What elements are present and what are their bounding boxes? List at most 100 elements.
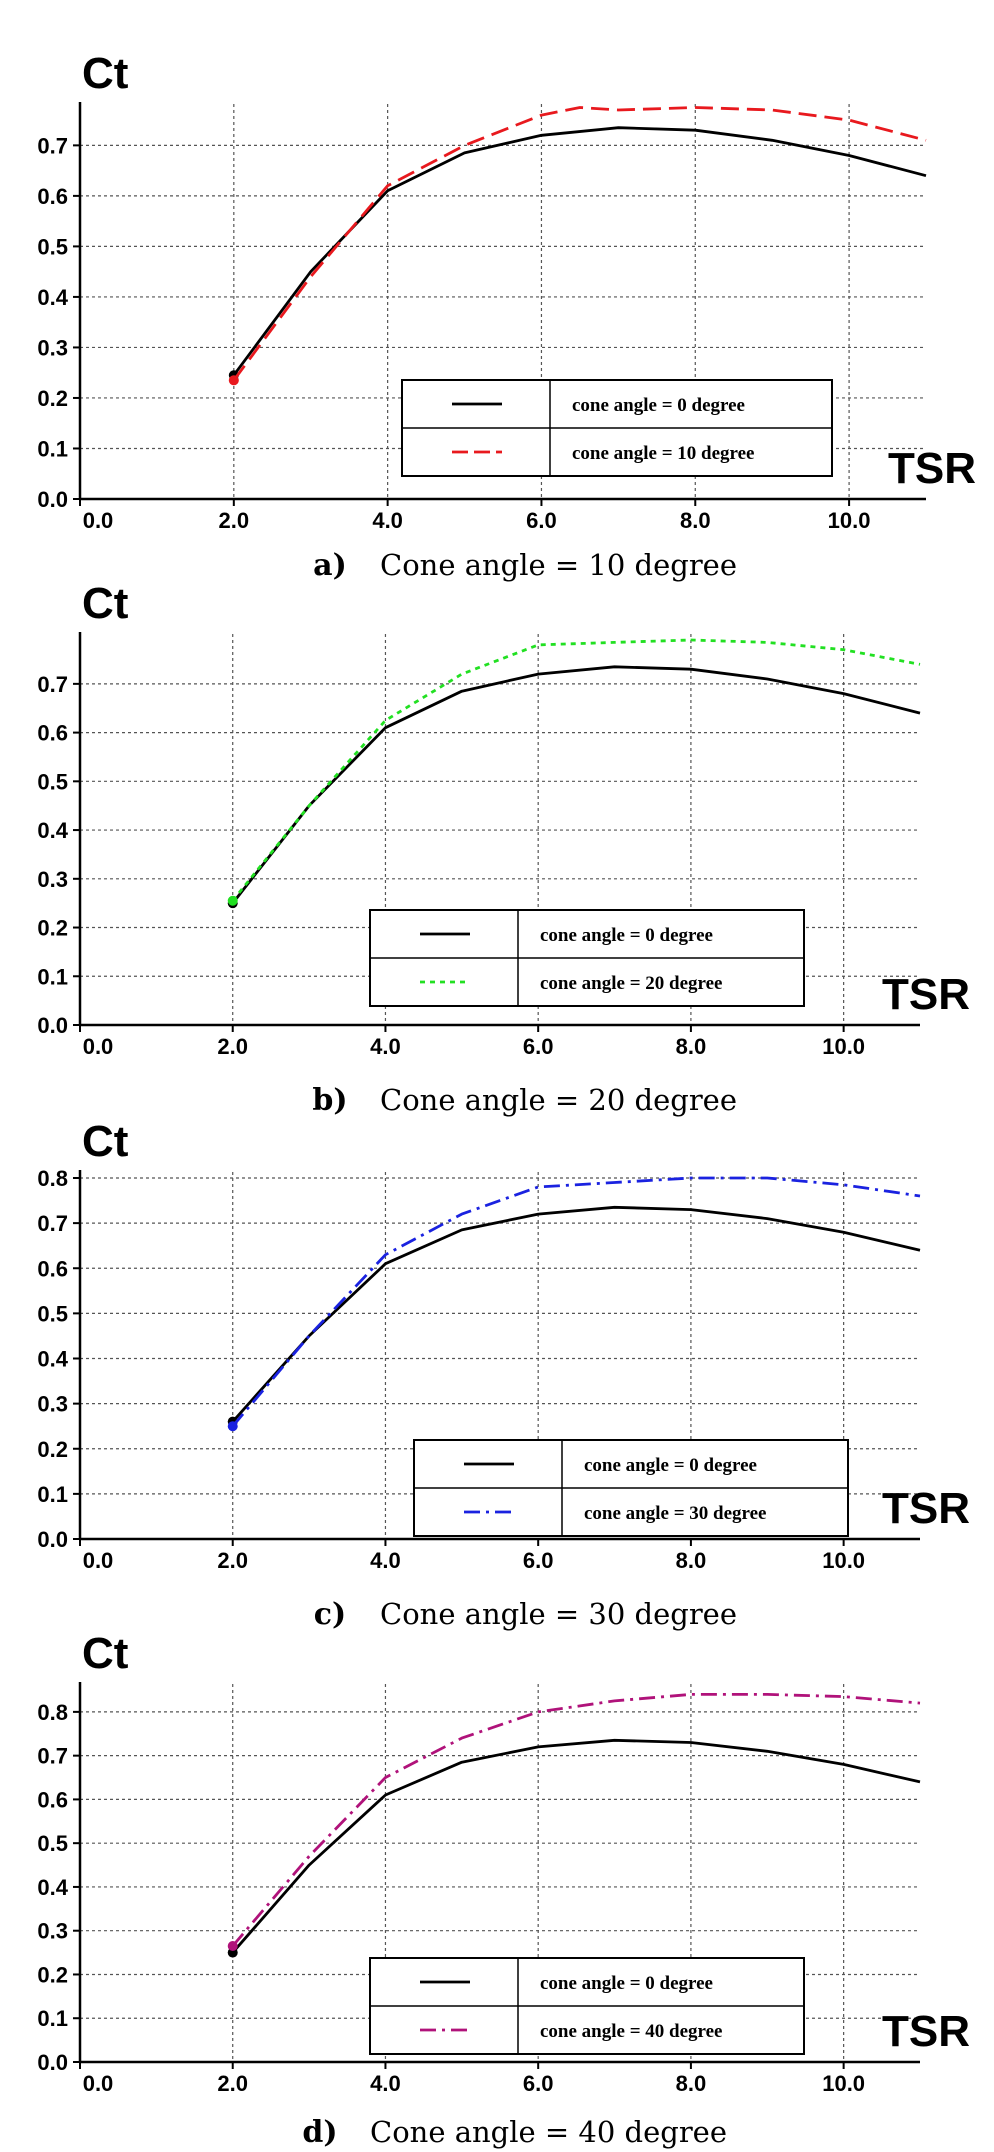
legend-label-1: cone angle = 0 degree (540, 925, 713, 946)
y-tick-label: 0.3 (37, 867, 68, 892)
y-tick-label: 0.2 (37, 386, 68, 411)
caption-letter: b) (312, 1083, 347, 1118)
caption-letter: d) (302, 2115, 337, 2150)
y-tick-label: 0.5 (37, 769, 68, 794)
x-tick-label: 6.0 (526, 508, 557, 533)
series-line-1 (231, 1205, 921, 1423)
y-tick-label: 0.0 (37, 1013, 68, 1038)
y-tick-label: 0.7 (37, 1211, 68, 1236)
caption-letter: a) (313, 548, 347, 583)
x-tick-label: 2.0 (219, 508, 250, 533)
x-axis-label: TSR (882, 1484, 970, 1533)
x-tick-label: 10.0 (828, 508, 871, 533)
y-tick-label: 0.7 (37, 133, 68, 158)
series-point-2 (227, 1421, 238, 1432)
series-line-1 (232, 126, 927, 377)
x-tick-label: 4.0 (370, 1548, 401, 1573)
legend-label-2: cone angle = 40 degree (540, 2021, 723, 2042)
y-tick-label: 0.3 (37, 1392, 68, 1417)
x-tick-label: 0.0 (83, 1548, 114, 1573)
legend-label-2: cone angle = 30 degree (584, 1503, 767, 1524)
y-tick-label: 0.6 (37, 1256, 68, 1281)
y-tick-label: 0.6 (37, 184, 68, 209)
y-axis-label: Ct (82, 49, 129, 98)
y-axis-label: Ct (82, 1117, 129, 1166)
y-tick-label: 0.2 (37, 916, 68, 941)
x-tick-label: 8.0 (680, 508, 711, 533)
x-tick-label: 6.0 (523, 2071, 554, 2096)
series-point-2 (228, 375, 239, 386)
x-tick-label: 4.0 (370, 1034, 401, 1059)
y-tick-label: 0.7 (37, 1744, 68, 1769)
legend: cone angle = 0 degree cone angle = 10 deg… (401, 379, 833, 477)
x-tick-label: 8.0 (676, 1548, 707, 1573)
chart-panel-4: 0.0 0.1 0.2 0.3 0.4 0.5 0.6 0.7 0.8 0.0 2.0 4.0 6.0 8… (37, 1629, 970, 2150)
series-line-2 (231, 638, 921, 902)
chart-panel-1: 0.0 0.1 0.2 0.3 0.4 0.5 0.6 0.7 0.0 2.0 4.0 6.0 8.0 1… (37, 49, 976, 583)
x-tick-label: 2.0 (217, 1548, 248, 1573)
y-tick-label: 0.1 (37, 964, 68, 989)
series-line-2 (231, 1693, 921, 1947)
x-tick-label: 10.0 (822, 1034, 865, 1059)
series-line-1 (231, 1738, 921, 1954)
y-tick-label: 0.2 (37, 1962, 68, 1987)
y-axis-label: Ct (82, 579, 129, 628)
y-tick-label: 0.3 (37, 1919, 68, 1944)
chart-panel-3: 0.0 0.1 0.2 0.3 0.4 0.5 0.6 0.7 0.8 0.0 2.0 4.0 6.0 8… (37, 1117, 970, 1632)
series-line-2 (231, 1176, 921, 1428)
y-tick-label: 0.7 (37, 672, 68, 697)
legend: cone angle = 0 degree cone angle = 20 deg… (369, 909, 805, 1007)
caption-text: Cone angle = 20 degree (380, 1083, 737, 1117)
y-tick-label: 0.0 (37, 1527, 68, 1552)
caption-text: Cone angle = 10 degree (380, 548, 737, 582)
caption-text: Cone angle = 30 degree (380, 1597, 737, 1631)
x-tick-label: 4.0 (370, 2071, 401, 2096)
legend: cone angle = 0 degree cone angle = 30 deg… (413, 1439, 849, 1537)
legend-label-1: cone angle = 0 degree (584, 1455, 757, 1476)
x-tick-label: 6.0 (523, 1034, 554, 1059)
y-tick-label: 0.6 (37, 721, 68, 746)
x-axis-label: TSR (888, 444, 976, 493)
y-tick-label: 0.4 (37, 818, 68, 843)
y-tick-label: 0.8 (37, 1700, 68, 1725)
x-tick-label: 2.0 (217, 1034, 248, 1059)
y-tick-label: 0.3 (37, 335, 68, 360)
y-tick-label: 0.1 (37, 1482, 68, 1507)
y-tick-label: 0.4 (37, 285, 68, 310)
series-line-1 (231, 665, 921, 905)
x-tick-label: 4.0 (372, 508, 403, 533)
y-tick-label: 0.0 (37, 2050, 68, 2075)
y-tick-label: 0.2 (37, 1437, 68, 1462)
x-tick-label: 0.0 (83, 508, 114, 533)
caption-text: Cone angle = 40 degree (370, 2115, 727, 2149)
y-tick-label: 0.4 (37, 1347, 68, 1372)
caption-letter: c) (314, 1597, 346, 1632)
series-line-2 (232, 106, 927, 382)
y-tick-label: 0.0 (37, 487, 68, 512)
y-axis-label: Ct (82, 1629, 129, 1678)
y-tick-label: 0.1 (37, 436, 68, 461)
legend-label-1: cone angle = 0 degree (540, 1973, 713, 1994)
x-tick-label: 10.0 (822, 2071, 865, 2096)
x-tick-label: 8.0 (676, 1034, 707, 1059)
x-tick-label: 0.0 (83, 2071, 114, 2096)
legend-label-2: cone angle = 20 degree (540, 973, 723, 994)
x-tick-label: 0.0 (83, 1034, 114, 1059)
x-tick-label: 2.0 (217, 2071, 248, 2096)
y-tick-label: 0.8 (37, 1166, 68, 1191)
legend: cone angle = 0 degree cone angle = 40 deg… (369, 1957, 805, 2055)
x-axis-label: TSR (882, 970, 970, 1019)
x-tick-label: 10.0 (822, 1548, 865, 1573)
y-tick-label: 0.1 (37, 2006, 68, 2031)
series-point-2 (227, 895, 238, 906)
legend-label-2: cone angle = 10 degree (572, 443, 755, 464)
y-tick-label: 0.5 (37, 234, 68, 259)
x-axis-label: TSR (882, 2007, 970, 2056)
y-tick-label: 0.5 (37, 1831, 68, 1856)
legend-label-1: cone angle = 0 degree (572, 395, 745, 416)
chart-panel-2: 0.0 0.1 0.2 0.3 0.4 0.5 0.6 0.7 0.0 2.0 4.0 6.0 8.0 1… (37, 579, 970, 1118)
x-tick-label: 6.0 (523, 1548, 554, 1573)
x-tick-label: 8.0 (676, 2071, 707, 2096)
y-tick-label: 0.5 (37, 1301, 68, 1326)
